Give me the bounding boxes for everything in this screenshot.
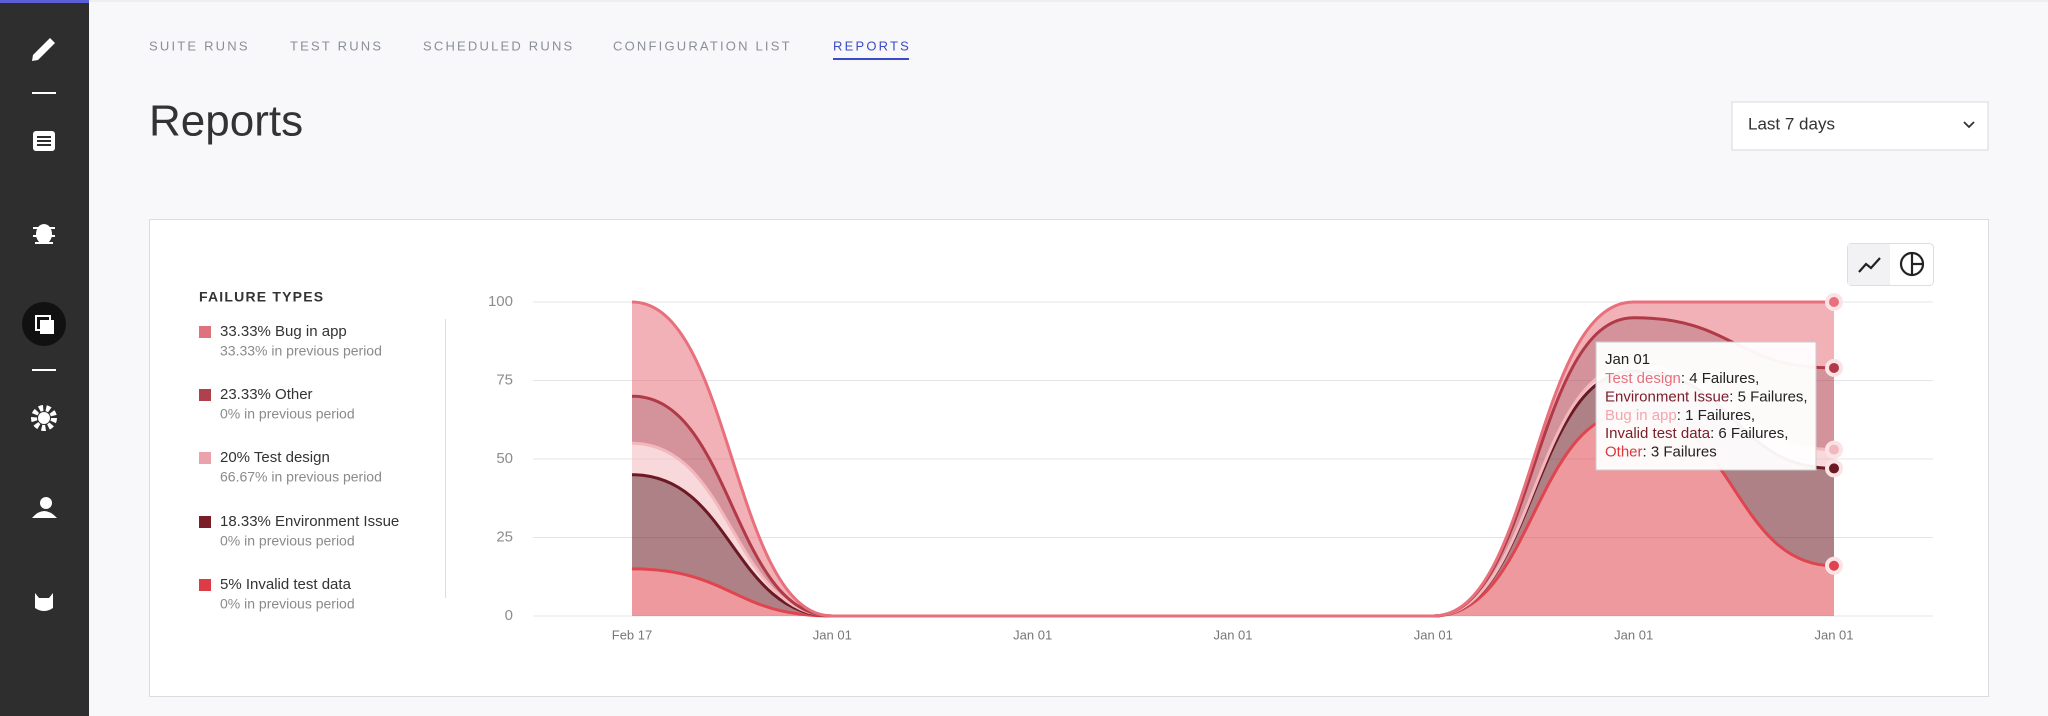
- legend-label: 23.33% Other: [220, 386, 313, 403]
- period-dropdown[interactable]: Last 7 days: [1731, 101, 1989, 151]
- x-tick-label: Jan 01: [1814, 627, 1853, 642]
- dropdown-value: Last 7 days: [1748, 114, 1835, 133]
- tooltip-series-name: Invalid test data: [1605, 425, 1711, 442]
- tooltip-box: [1595, 341, 1817, 471]
- settings-icon[interactable]: [31, 405, 57, 431]
- settings-core: [38, 412, 50, 424]
- area-band: [632, 371, 1834, 616]
- end-point: [1825, 358, 1843, 377]
- nav-tab[interactable]: TEST RUNS: [290, 38, 383, 53]
- tooltip-series-name: Other: [1605, 444, 1643, 461]
- legend-swatch: [199, 326, 211, 338]
- x-tick-label: Feb 17: [612, 627, 652, 642]
- chart-view-toggle: [1847, 243, 1934, 286]
- sidebar-accent: [0, 0, 89, 3]
- y-tick-label: 100: [488, 293, 513, 310]
- nav-tab[interactable]: REPORTS: [833, 38, 911, 53]
- tooltip-count: : 4 Failures,: [1681, 370, 1759, 387]
- tooltip-count: : 5 Failures,: [1729, 388, 1807, 405]
- legend-swatch: [199, 516, 211, 528]
- tooltip-row: Bug in app: 1 Failures,: [1605, 407, 1755, 424]
- x-tick-label: Jan 01: [1213, 627, 1252, 642]
- series-line: [631, 300, 1834, 618]
- runs-icon-front: [40, 320, 54, 334]
- tooltip-count: : 1 Failures,: [1677, 407, 1755, 424]
- sidebar: [0, 0, 89, 716]
- x-tick-label: Jan 01: [1414, 627, 1453, 642]
- tooltip-series-name: Bug in app: [1605, 407, 1677, 424]
- pie-view-icon: [1910, 253, 1923, 275]
- end-point: [1825, 440, 1843, 459]
- nav-tab[interactable]: SCHEDULED RUNS: [423, 38, 574, 53]
- legend-label: 33.33% Bug in app: [220, 323, 347, 340]
- tabs: SUITE RUNS TEST RUNS SCHEDULED RUNS CONFIGU…: [149, 38, 911, 60]
- list-lines: [37, 136, 51, 146]
- page-title: Reports: [149, 97, 303, 146]
- users-icon[interactable]: [40, 497, 52, 509]
- line-view-icon: [1858, 257, 1881, 273]
- legend: 33.33% Bug in app 33.33% in previous peri…: [199, 323, 399, 612]
- line-view-button[interactable]: [1848, 244, 1890, 285]
- tooltip-count: : 3 Failures: [1643, 444, 1717, 461]
- legend-note: 33.33% in previous period: [220, 343, 382, 359]
- nav-tab[interactable]: CONFIGURATION LIST: [613, 38, 792, 53]
- legend-note: 0% in previous period: [220, 596, 355, 612]
- legend-label: 5% Invalid test data: [220, 576, 352, 593]
- tooltip-row: Environment Issue: 5 Failures,: [1605, 388, 1808, 405]
- legend-title: FAILURE TYPES: [199, 289, 324, 305]
- tooltip-count: : 6 Failures,: [1710, 425, 1788, 442]
- area-band: [632, 411, 1834, 616]
- legend-label: 18.33% Environment Issue: [220, 513, 399, 530]
- dropdown-box[interactable]: [1731, 101, 1989, 151]
- legend-note: 0% in previous period: [220, 406, 355, 422]
- legend-note: 66.67% in previous period: [220, 469, 382, 485]
- legend-swatch: [199, 452, 211, 464]
- tooltip-row: Other: 3 Failures: [1605, 444, 1717, 461]
- end-point: [1825, 556, 1843, 575]
- tooltip: Jan 01 Test design: 4 Failures,Environmen…: [1595, 341, 1817, 471]
- x-tick-label: Jan 01: [1013, 627, 1052, 642]
- end-point: [1825, 293, 1843, 311]
- legend-swatch: [199, 579, 211, 591]
- nav-tab[interactable]: SUITE RUNS: [149, 38, 250, 53]
- tooltip-series-name: Environment Issue: [1605, 388, 1729, 405]
- sidebar-bg: [0, 0, 89, 716]
- tooltip-title: Jan 01: [1605, 351, 1650, 368]
- x-tick-label: Jan 01: [813, 627, 852, 642]
- tooltip-row: Test design: 4 Failures,: [1605, 370, 1759, 387]
- legend-note: 0% in previous period: [220, 533, 355, 549]
- edit-icon[interactable]: [32, 38, 55, 61]
- bug-legs: [33, 227, 55, 244]
- legend-swatch: [199, 389, 211, 401]
- y-tick-label: 50: [496, 450, 513, 467]
- dropdown-chevron: [1963, 121, 1975, 129]
- end-point: [1825, 459, 1843, 478]
- tooltip-row: Invalid test data: 6 Failures,: [1605, 425, 1788, 442]
- legend-label: 20% Test design: [220, 449, 330, 466]
- y-tick-label: 75: [496, 371, 513, 388]
- y-tick-label: 25: [496, 528, 513, 545]
- y-tick-label: 0: [505, 607, 513, 624]
- x-tick-label: Jan 01: [1614, 627, 1653, 642]
- users-body: [32, 511, 57, 518]
- tooltip-series-name: Test design: [1605, 370, 1681, 387]
- mask-icon[interactable]: [35, 593, 53, 611]
